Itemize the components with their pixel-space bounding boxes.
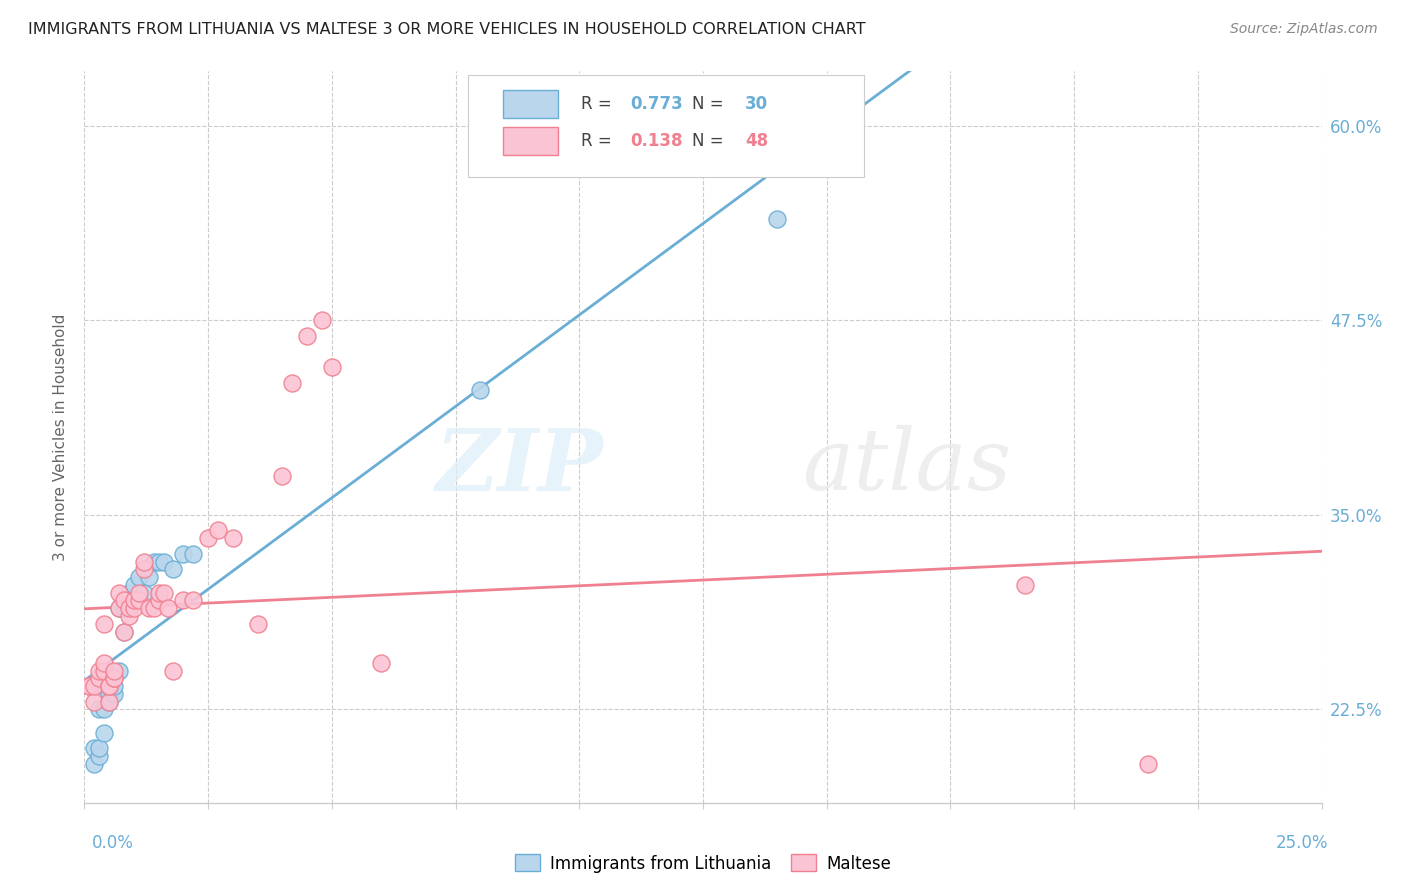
Text: atlas: atlas xyxy=(801,425,1011,508)
Text: R =: R = xyxy=(581,95,616,113)
Point xyxy=(103,671,125,685)
FancyBboxPatch shape xyxy=(468,75,863,178)
Point xyxy=(1137,756,1160,771)
Y-axis label: 3 or more Vehicles in Household: 3 or more Vehicles in Household xyxy=(53,313,69,561)
Point xyxy=(128,585,150,599)
Point xyxy=(1014,578,1036,592)
Text: N =: N = xyxy=(692,132,728,150)
Point xyxy=(98,695,121,709)
Text: 30: 30 xyxy=(745,95,768,113)
Point xyxy=(148,585,170,599)
Point xyxy=(93,702,115,716)
Point xyxy=(222,531,245,545)
Point xyxy=(93,664,115,678)
Point xyxy=(311,313,333,327)
Text: ZIP: ZIP xyxy=(436,425,605,508)
Point xyxy=(142,601,165,615)
Point xyxy=(89,664,111,678)
Point xyxy=(112,624,135,639)
Point xyxy=(122,578,145,592)
Point xyxy=(152,585,174,599)
Point xyxy=(89,749,111,764)
Point xyxy=(112,624,135,639)
Point xyxy=(89,702,111,716)
Point xyxy=(281,376,304,390)
Point xyxy=(181,593,204,607)
Point xyxy=(132,555,155,569)
Point xyxy=(98,695,121,709)
Point xyxy=(470,384,492,398)
Text: 48: 48 xyxy=(745,132,768,150)
Text: 0.773: 0.773 xyxy=(630,95,683,113)
Point xyxy=(89,671,111,685)
Point xyxy=(162,664,184,678)
Point xyxy=(271,469,294,483)
Point xyxy=(370,656,392,670)
Point xyxy=(157,601,180,615)
Point xyxy=(93,616,115,631)
Point xyxy=(246,616,269,631)
Text: 0.138: 0.138 xyxy=(630,132,682,150)
FancyBboxPatch shape xyxy=(502,90,558,118)
Point xyxy=(98,679,121,693)
Point xyxy=(321,359,343,374)
Point xyxy=(79,679,101,693)
Point xyxy=(766,212,789,227)
Point xyxy=(112,601,135,615)
Point xyxy=(93,679,115,693)
Point xyxy=(172,547,194,561)
Point xyxy=(103,679,125,693)
Point xyxy=(98,687,121,701)
Point xyxy=(122,593,145,607)
Point xyxy=(172,593,194,607)
Text: 0.0%: 0.0% xyxy=(91,834,134,852)
Text: IMMIGRANTS FROM LITHUANIA VS MALTESE 3 OR MORE VEHICLES IN HOUSEHOLD CORRELATION: IMMIGRANTS FROM LITHUANIA VS MALTESE 3 O… xyxy=(28,22,866,37)
Point xyxy=(128,570,150,584)
Point xyxy=(197,531,219,545)
Point xyxy=(295,329,318,343)
Point xyxy=(112,593,135,607)
Point xyxy=(122,601,145,615)
Point xyxy=(98,679,121,693)
Point xyxy=(142,555,165,569)
Point xyxy=(108,664,131,678)
Text: 25.0%: 25.0% xyxy=(1277,834,1329,852)
Point xyxy=(148,555,170,569)
Point xyxy=(118,609,141,624)
Text: N =: N = xyxy=(692,95,728,113)
Text: R =: R = xyxy=(581,132,616,150)
Point xyxy=(118,601,141,615)
Point xyxy=(162,562,184,576)
Legend: Immigrants from Lithuania, Maltese: Immigrants from Lithuania, Maltese xyxy=(509,847,897,880)
Point xyxy=(128,593,150,607)
Point xyxy=(108,585,131,599)
Point xyxy=(83,695,105,709)
Point xyxy=(103,671,125,685)
Point xyxy=(118,585,141,599)
Point xyxy=(138,601,160,615)
Point xyxy=(207,524,229,538)
Point xyxy=(103,664,125,678)
Point xyxy=(148,593,170,607)
Point xyxy=(83,679,105,693)
Point xyxy=(93,656,115,670)
Point xyxy=(79,679,101,693)
Point xyxy=(138,570,160,584)
Text: Source: ZipAtlas.com: Source: ZipAtlas.com xyxy=(1230,22,1378,37)
Point xyxy=(132,562,155,576)
Point xyxy=(83,756,105,771)
Point xyxy=(89,741,111,756)
Point xyxy=(108,601,131,615)
FancyBboxPatch shape xyxy=(502,127,558,154)
Point xyxy=(132,585,155,599)
Point xyxy=(152,555,174,569)
Point xyxy=(98,679,121,693)
Point xyxy=(181,547,204,561)
Point xyxy=(108,601,131,615)
Point xyxy=(103,687,125,701)
Point xyxy=(93,725,115,739)
Point xyxy=(83,741,105,756)
